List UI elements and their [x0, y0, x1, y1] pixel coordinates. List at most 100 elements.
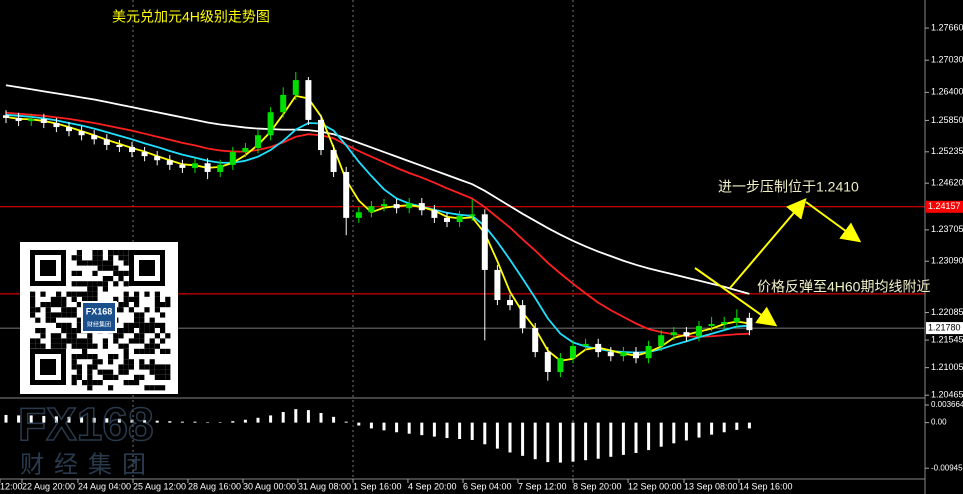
qr-module: [108, 276, 114, 282]
qr-module: [123, 354, 129, 360]
qr-module: [76, 369, 82, 375]
qr-module: [82, 348, 88, 354]
qr-module: [113, 250, 119, 256]
qr-module: [97, 369, 103, 375]
candle-body: [708, 324, 715, 327]
qr-module: [139, 333, 145, 339]
qr-module: [165, 364, 171, 370]
qr-module: [118, 369, 124, 375]
qr-module: [113, 374, 119, 380]
macd-bar: [269, 415, 273, 423]
qr-module: [71, 359, 77, 365]
qr-module: [82, 296, 88, 302]
qr-module: [56, 312, 62, 318]
qr-module: [139, 317, 145, 323]
candle-body: [683, 332, 690, 337]
qr-module: [76, 302, 82, 308]
candle-body: [318, 119, 324, 151]
level-label: 1.24157: [928, 201, 961, 211]
logo-box: [81, 301, 117, 333]
qr-module: [123, 322, 129, 328]
qr-module: [154, 374, 160, 380]
macd-bar: [218, 422, 222, 423]
candle-body: [633, 352, 639, 359]
qr-module: [102, 343, 108, 349]
qr-module: [118, 270, 124, 276]
qr-module: [56, 343, 62, 349]
qr-module: [123, 364, 129, 370]
qr-module: [108, 374, 114, 380]
macd-bar: [420, 422, 424, 436]
qr-module: [71, 255, 77, 261]
qr-module: [92, 260, 98, 266]
qr-module: [134, 302, 140, 308]
qr-module: [76, 338, 82, 344]
qr-module: [160, 322, 166, 328]
qr-module: [123, 359, 129, 365]
y-tick-label: 1.27030: [931, 55, 963, 65]
qr-module: [139, 348, 145, 354]
qr-module: [154, 302, 160, 308]
qr-module: [154, 322, 160, 328]
y-tick-label: 1.25850: [931, 115, 963, 125]
candle-body: [733, 317, 740, 322]
qr-module: [82, 338, 88, 344]
qr-module: [108, 369, 114, 375]
candle-body: [696, 326, 702, 337]
qr-module: [144, 385, 150, 391]
qr-module: [71, 380, 77, 386]
qr-module: [92, 343, 98, 349]
qr-module: [165, 302, 171, 308]
candle-body: [28, 118, 35, 121]
qr-module: [76, 354, 82, 360]
qr-module: [92, 296, 98, 302]
qr-module: [113, 333, 119, 339]
macd-bar: [130, 419, 134, 423]
qr-module: [139, 328, 145, 334]
qr-module: [123, 369, 129, 375]
qr-module: [35, 328, 41, 334]
qr-module: [92, 286, 98, 292]
qr-module: [160, 369, 166, 375]
qr-module: [154, 369, 160, 375]
qr-module: [45, 312, 51, 318]
candle-body: [645, 345, 652, 359]
qr-module: [92, 359, 98, 365]
macd-bar: [357, 422, 361, 426]
qr-module: [160, 312, 166, 318]
qr-module: [92, 255, 98, 261]
qr-module: [56, 333, 62, 339]
candle-body: [204, 163, 211, 172]
moving-average: [5, 111, 750, 338]
candle-body: [469, 214, 476, 216]
arrow: [729, 197, 807, 289]
macd-bar: [571, 422, 575, 462]
qr-module: [87, 369, 93, 375]
qr-module: [87, 281, 93, 287]
qr-module: [56, 296, 62, 302]
qr-module: [144, 328, 150, 334]
qr-module: [97, 281, 103, 287]
macd-bar: [344, 421, 348, 423]
qr-module: [149, 359, 155, 365]
qr-module: [108, 354, 114, 360]
y-tick-label: 1.22085: [931, 307, 963, 317]
qr-module: [108, 265, 114, 271]
qr-module: [92, 291, 98, 297]
candle-body: [746, 317, 753, 331]
qr-module: [118, 343, 124, 349]
y-tick-label: 1.26400: [931, 87, 963, 97]
qr-module: [97, 255, 103, 261]
qr-module: [71, 338, 77, 344]
qr-module: [56, 302, 62, 308]
y-tick-label: 1.23090: [931, 256, 963, 266]
qr-module: [71, 364, 77, 370]
qr-module: [56, 338, 62, 344]
candle-body: [607, 352, 614, 357]
qr-module: [149, 338, 155, 344]
macd-bar: [294, 409, 298, 423]
qr-module: [144, 291, 150, 297]
candle-body: [141, 152, 148, 157]
candle-body: [15, 117, 22, 121]
